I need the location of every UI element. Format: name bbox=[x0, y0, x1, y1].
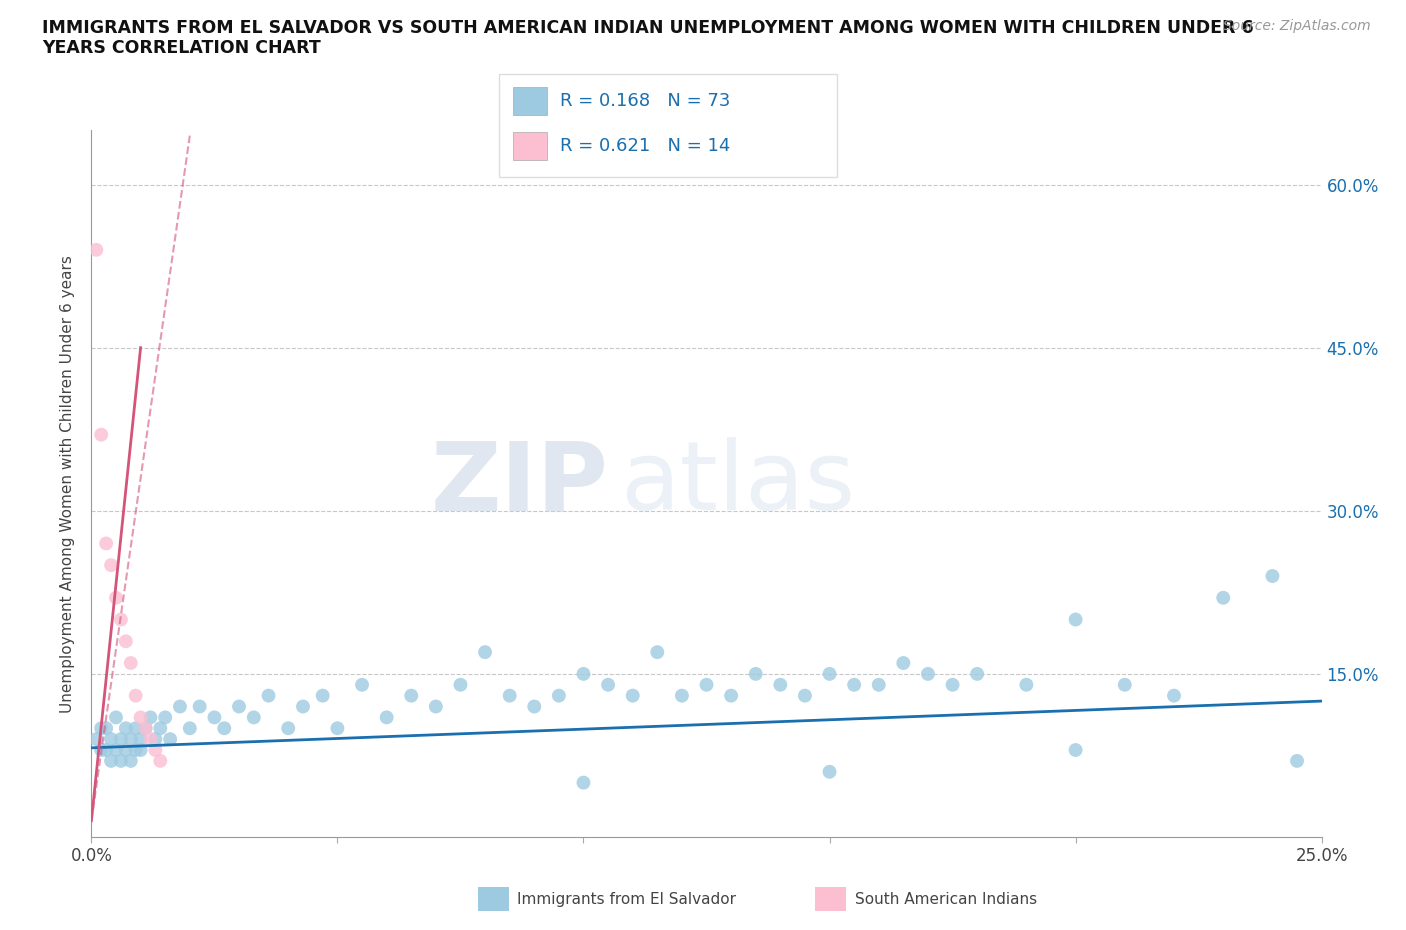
Point bbox=[621, 688, 644, 703]
Point bbox=[135, 721, 156, 736]
Point bbox=[720, 688, 742, 703]
Point bbox=[868, 677, 890, 692]
Point bbox=[96, 721, 117, 736]
Point bbox=[1285, 753, 1308, 768]
Point bbox=[149, 721, 172, 736]
Point bbox=[179, 721, 201, 736]
Point bbox=[793, 688, 815, 703]
Point bbox=[769, 677, 792, 692]
Point bbox=[891, 656, 914, 671]
Point bbox=[124, 688, 146, 703]
Point bbox=[966, 667, 988, 682]
Point bbox=[96, 536, 117, 551]
Point bbox=[114, 634, 138, 649]
Point bbox=[375, 710, 398, 724]
Point bbox=[311, 688, 335, 703]
Point bbox=[120, 753, 142, 768]
Point bbox=[86, 732, 108, 747]
Point bbox=[100, 558, 122, 573]
Point bbox=[90, 742, 112, 757]
Point bbox=[110, 753, 132, 768]
Point bbox=[124, 721, 146, 736]
Point bbox=[547, 688, 569, 703]
Point bbox=[917, 667, 939, 682]
Point bbox=[228, 699, 250, 714]
Point bbox=[86, 243, 108, 258]
Point bbox=[139, 732, 162, 747]
Point bbox=[1212, 591, 1234, 605]
Point bbox=[291, 699, 314, 714]
Point bbox=[425, 699, 447, 714]
Text: ZIP: ZIP bbox=[430, 437, 607, 530]
Point bbox=[352, 677, 374, 692]
Point bbox=[596, 677, 619, 692]
Text: atlas: atlas bbox=[620, 437, 855, 530]
Point bbox=[149, 753, 172, 768]
Point bbox=[745, 667, 768, 682]
Point bbox=[818, 764, 841, 779]
Text: R = 0.621   N = 14: R = 0.621 N = 14 bbox=[560, 137, 730, 155]
Point bbox=[842, 677, 865, 692]
Point bbox=[100, 753, 122, 768]
Text: YEARS CORRELATION CHART: YEARS CORRELATION CHART bbox=[42, 39, 321, 57]
Point bbox=[1015, 677, 1038, 692]
Point bbox=[96, 742, 117, 757]
Point bbox=[277, 721, 299, 736]
Point bbox=[139, 710, 162, 724]
Point bbox=[100, 732, 122, 747]
Point bbox=[242, 710, 264, 724]
Point bbox=[695, 677, 717, 692]
Point bbox=[105, 710, 127, 724]
Point bbox=[114, 721, 138, 736]
Point bbox=[523, 699, 546, 714]
Point bbox=[105, 742, 127, 757]
Point bbox=[120, 732, 142, 747]
Point bbox=[326, 721, 349, 736]
Point bbox=[572, 667, 595, 682]
Point bbox=[120, 656, 142, 671]
Point bbox=[399, 688, 422, 703]
Point bbox=[90, 427, 112, 442]
Point bbox=[135, 721, 156, 736]
Point bbox=[818, 667, 841, 682]
Point bbox=[498, 688, 520, 703]
Y-axis label: Unemployment Among Women with Children Under 6 years: Unemployment Among Women with Children U… bbox=[59, 255, 75, 712]
Point bbox=[474, 644, 496, 659]
Text: Immigrants from El Salvador: Immigrants from El Salvador bbox=[517, 892, 737, 907]
Point bbox=[159, 732, 181, 747]
Point bbox=[449, 677, 471, 692]
Point bbox=[1064, 742, 1087, 757]
Point bbox=[1114, 677, 1136, 692]
Point bbox=[153, 710, 177, 724]
Point bbox=[145, 742, 166, 757]
Point bbox=[188, 699, 211, 714]
Point bbox=[572, 776, 595, 790]
Text: IMMIGRANTS FROM EL SALVADOR VS SOUTH AMERICAN INDIAN UNEMPLOYMENT AMONG WOMEN WI: IMMIGRANTS FROM EL SALVADOR VS SOUTH AME… bbox=[42, 19, 1254, 36]
Point bbox=[1064, 612, 1087, 627]
Point bbox=[212, 721, 235, 736]
Point bbox=[145, 732, 166, 747]
Point bbox=[1163, 688, 1185, 703]
Point bbox=[941, 677, 963, 692]
Point bbox=[110, 732, 132, 747]
Point bbox=[202, 710, 225, 724]
Point bbox=[257, 688, 280, 703]
Point bbox=[90, 721, 112, 736]
Point bbox=[671, 688, 693, 703]
Point bbox=[645, 644, 669, 659]
Point bbox=[129, 742, 152, 757]
Text: South American Indians: South American Indians bbox=[855, 892, 1038, 907]
Point bbox=[105, 591, 127, 605]
Point bbox=[129, 732, 152, 747]
Point bbox=[169, 699, 191, 714]
Point bbox=[110, 612, 132, 627]
Point bbox=[129, 710, 152, 724]
Point bbox=[114, 742, 138, 757]
Point bbox=[1261, 568, 1284, 583]
Text: Source: ZipAtlas.com: Source: ZipAtlas.com bbox=[1223, 19, 1371, 33]
Text: R = 0.168   N = 73: R = 0.168 N = 73 bbox=[560, 92, 730, 111]
Point bbox=[124, 742, 146, 757]
